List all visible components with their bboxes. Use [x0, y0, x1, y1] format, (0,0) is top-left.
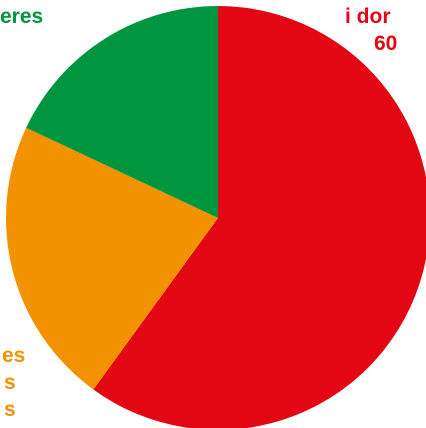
pie-slice-orange	[5, 127, 219, 390]
label-red-line-2: 60	[374, 32, 398, 55]
pie-slice-red	[93, 6, 426, 428]
label-red-line-1: i dor	[345, 5, 391, 28]
pie-slice-green	[26, 5, 218, 218]
label-orange-line-1: es	[2, 344, 26, 367]
label-green-line-1: eres	[0, 5, 44, 28]
label-orange-line-3: s	[4, 398, 16, 421]
label-green-slice: eres	[0, 3, 43, 30]
label-orange-slice: es s s	[0, 342, 25, 423]
label-orange-line-2: s	[4, 371, 16, 394]
label-red-slice: i dor 60	[345, 3, 397, 57]
